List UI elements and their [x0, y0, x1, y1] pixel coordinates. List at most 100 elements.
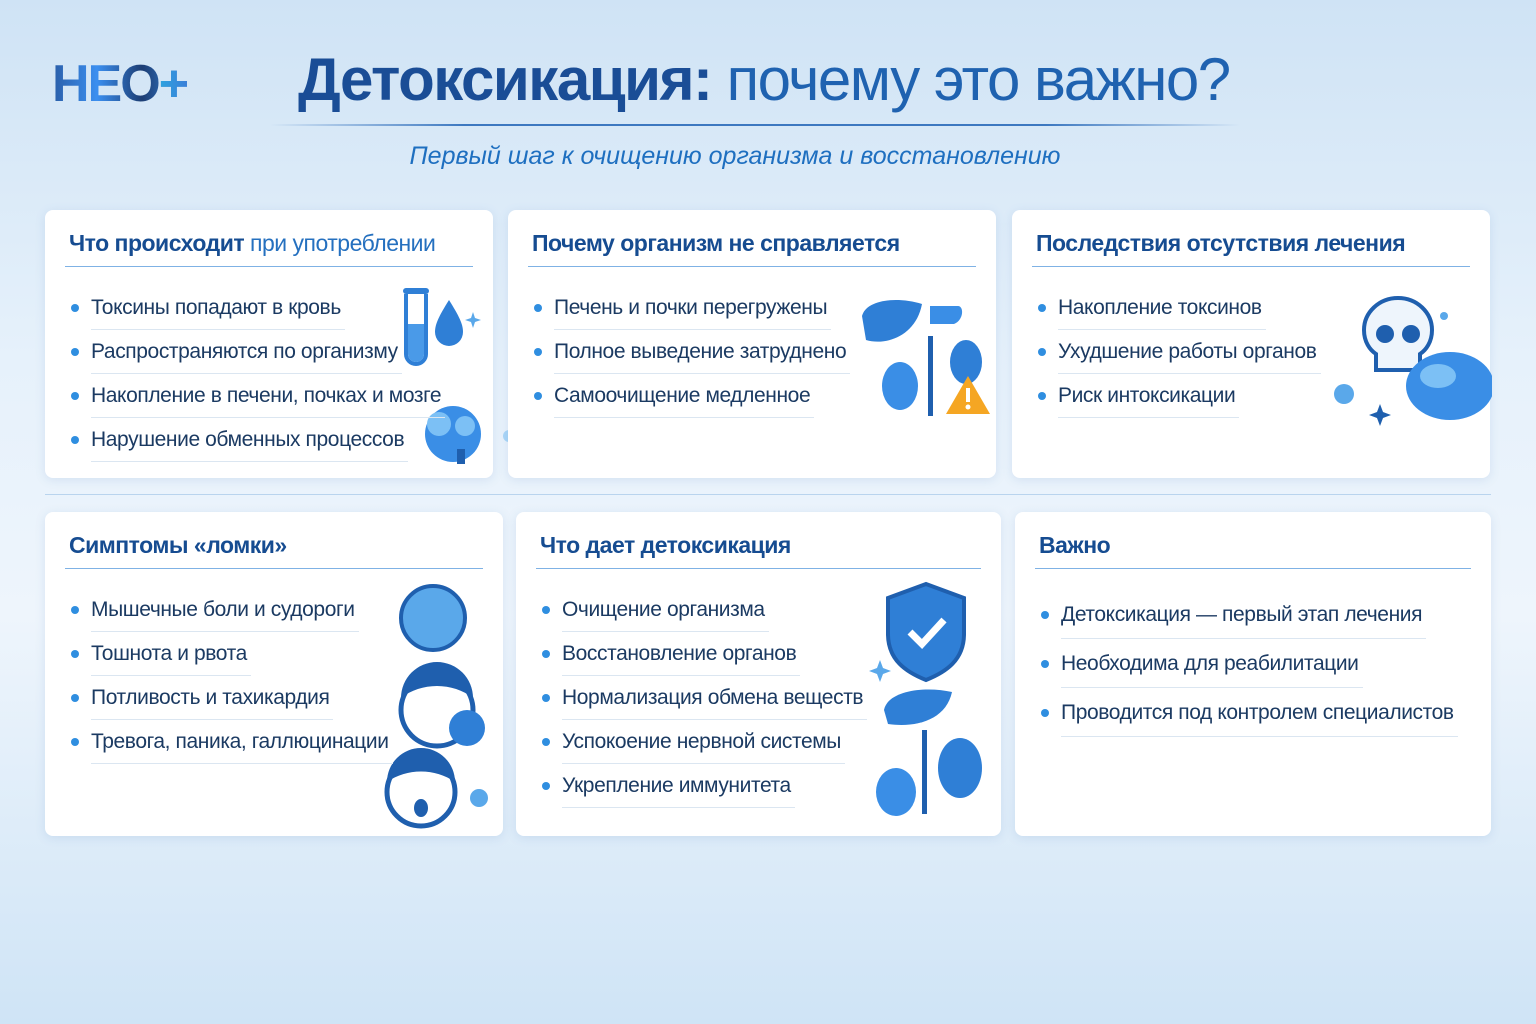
- list-item: Успокоение нервной системы: [542, 720, 863, 764]
- card-withdrawal-symptoms: Симптомы «ломки» Мышечные боли и судороги…: [45, 512, 503, 836]
- card-important: Важно Детоксикация — первый этап лечения Н…: [1015, 512, 1491, 836]
- bullet-icon: [1038, 392, 1046, 400]
- list-item: Риск интоксикации: [1038, 374, 1317, 418]
- list-item: Ухудшение работы органов: [1038, 330, 1321, 374]
- card-title: Что происходит при употреблении: [69, 230, 436, 257]
- list-item: Самоочищение медленное: [534, 374, 846, 418]
- card-title: Последствия отсутствия лечения: [1036, 230, 1406, 257]
- card-title: Симптомы «ломки»: [69, 532, 287, 559]
- item-separator: [91, 675, 251, 676]
- bullet-icon: [1041, 708, 1049, 717]
- card-consequences: Последствия отсутствия лечения Накопление…: [1012, 210, 1492, 478]
- item-separator: [1058, 373, 1321, 374]
- item-separator: [554, 417, 814, 418]
- list-item: Необходима для реабилитации: [1041, 639, 1454, 688]
- item-separator: [562, 631, 769, 632]
- list-item: Токсины попадают в кровь: [71, 286, 441, 330]
- item-separator: [1061, 638, 1426, 639]
- page-title: Детоксикация: почему это важно?: [298, 44, 1232, 116]
- item-separator: [562, 719, 867, 720]
- item-separator: [554, 329, 831, 330]
- item-separator: [554, 373, 850, 374]
- bullet-list: Накопление токсинов Ухудшение работы орга…: [1038, 286, 1321, 418]
- list-item-text: Тревога, паника, галлюцинации: [91, 730, 389, 753]
- bullet-icon: [71, 392, 79, 400]
- logo-plus: +: [158, 55, 189, 113]
- list-item: Печень и почки перегружены: [534, 286, 846, 330]
- list-item-text: Токсины попадают в кровь: [91, 296, 341, 319]
- list-item: Потливость и тахикардия: [71, 676, 389, 720]
- bullet-icon: [1038, 348, 1046, 356]
- list-item: Нормализация обмена веществ: [542, 676, 867, 720]
- card-title-rule: [65, 568, 483, 569]
- list-item-text: Детоксикация — первый этап лечения: [1061, 602, 1423, 626]
- list-item-text: Очищение организма: [562, 598, 765, 621]
- list-item-text: Распространяются по организму: [91, 340, 398, 363]
- logo: НЕО+: [52, 55, 189, 113]
- list-item-text: Укрепление иммунитета: [562, 774, 791, 797]
- item-separator: [91, 461, 408, 462]
- card-detox-benefits: Что дает детоксикация Очищение организма В…: [516, 512, 1001, 836]
- title-divider: [270, 124, 1240, 126]
- item-separator: [91, 329, 345, 330]
- card-title: Что дает детоксикация: [540, 532, 791, 559]
- list-item: Распространяются по организму: [71, 330, 441, 374]
- bullet-icon: [1041, 610, 1049, 619]
- bullet-icon: [71, 348, 79, 356]
- list-item: Тошнота и рвота: [71, 632, 389, 676]
- list-item-text: Самоочищение медленное: [554, 384, 811, 407]
- list-item: Полное выведение затруднено: [534, 330, 850, 374]
- bullet-icon: [534, 304, 542, 312]
- item-separator: [562, 763, 845, 764]
- bullet-icon: [71, 694, 79, 702]
- bullet-icon: [534, 348, 542, 356]
- card-title-rule: [1032, 266, 1470, 267]
- card-title: Почему организм не справляется: [532, 230, 900, 257]
- list-item-text: Необходима для реабилитации: [1061, 651, 1359, 675]
- item-separator: [91, 719, 333, 720]
- bullet-icon: [71, 304, 79, 312]
- card-what-happens: Что происходит при употреблении Токсины п…: [45, 210, 515, 478]
- card-title-rule: [1035, 568, 1471, 569]
- bullet-list: Очищение организма Восстановление органов…: [542, 588, 867, 808]
- item-separator: [91, 631, 359, 632]
- bullet-icon: [1041, 659, 1049, 668]
- list-item-text: Мышечные боли и судороги: [91, 598, 355, 621]
- page-subtitle: Первый шаг к очищению организма и восста…: [409, 142, 1061, 170]
- list-item-text: Нормализация обмена веществ: [562, 686, 864, 709]
- list-item-text: Ухудшение работы органов: [1058, 340, 1317, 363]
- skull-brain-icon: [1334, 295, 1492, 426]
- item-separator: [91, 373, 402, 374]
- list-item-text: Проводится под контролем специалистов: [1061, 700, 1454, 724]
- list-item-text: Нарушение обменных процессов: [91, 428, 405, 451]
- list-item-text: Полное выведение затруднено: [554, 340, 847, 363]
- list-item-text: Риск интоксикации: [1058, 384, 1236, 407]
- title-rest: почему это важно?: [711, 46, 1232, 113]
- list-item-text: Накопление токсинов: [1058, 296, 1262, 319]
- item-separator: [562, 675, 800, 676]
- list-item-text: Накопление в печени, почках и мозге: [91, 384, 442, 407]
- organs-warning-icon: [862, 300, 990, 416]
- bullet-list: Детоксикация — первый этап лечения Необхо…: [1041, 590, 1458, 737]
- card-title-bold: Последствия отсутствия лечения: [1036, 230, 1406, 256]
- bullet-icon: [542, 694, 550, 702]
- bullet-icon: [1038, 304, 1046, 312]
- card-title-rule: [65, 266, 473, 267]
- card-title-bold: Почему организм не справляется: [532, 230, 900, 256]
- bullet-list: Токсины попадают в кровь Распространяются…: [71, 286, 445, 462]
- item-separator: [91, 763, 393, 764]
- bullet-icon: [542, 650, 550, 658]
- card-title-bold: Важно: [1039, 532, 1111, 558]
- list-item: Тревога, паника, галлюцинации: [71, 720, 393, 764]
- card-title-bold: Симптомы «ломки»: [69, 532, 287, 558]
- title-bold: Детоксикация:: [298, 46, 713, 113]
- bullet-icon: [542, 782, 550, 790]
- list-item: Мышечные боли и судороги: [71, 588, 389, 632]
- item-separator: [1058, 329, 1266, 330]
- card-title-light: при употреблении: [244, 230, 436, 256]
- list-item-text: Тошнота и рвота: [91, 642, 247, 665]
- list-item: Накопление в печени, почках и мозге: [71, 374, 445, 418]
- list-item: Укрепление иммунитета: [542, 764, 863, 808]
- bullet-icon: [71, 738, 79, 746]
- list-item-text: Восстановление органов: [562, 642, 797, 665]
